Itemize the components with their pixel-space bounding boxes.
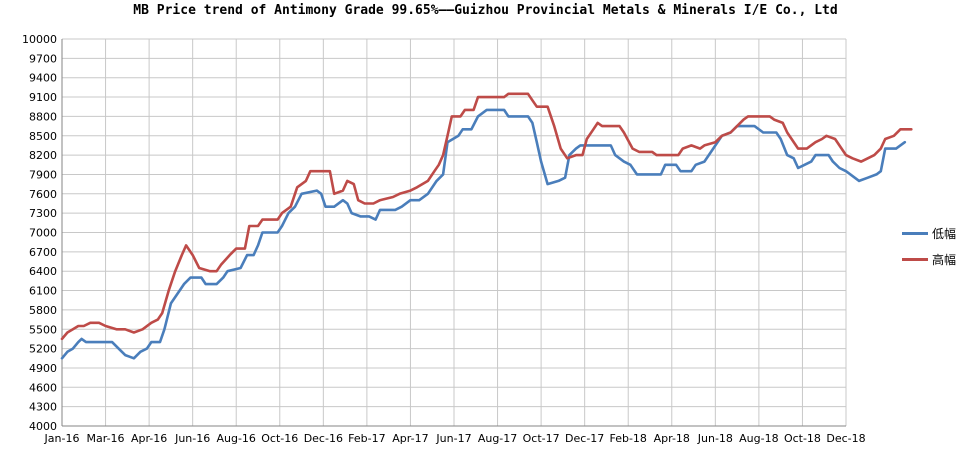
x-tick-label: Dec-18 [826,432,865,445]
series-line-high [60,92,913,341]
y-tick-label: 6400 [29,265,57,278]
x-tick-label: Oct-17 [523,432,560,445]
x-tick-label: Dec-16 [304,432,343,445]
legend: 低幅 高幅 [902,220,956,272]
x-tick-label: Oct-16 [261,432,298,445]
chart-title: MB Price trend of Antimony Grade 99.65%—… [133,3,838,18]
x-tick-label: Feb-17 [348,432,385,445]
y-tick-label: 6100 [29,285,57,298]
x-tick-label: Apr-18 [654,432,690,445]
x-tick-label: Aug-16 [216,432,255,445]
x-tick-label: Apr-16 [131,432,167,445]
y-tick-label: 4300 [29,401,57,414]
y-tick-label: 9100 [29,91,57,104]
x-tick-label: Jun-16 [174,432,210,445]
x-tick-label: Feb-18 [609,432,646,445]
y-tick-label: 7600 [29,188,57,201]
legend-swatch-high [902,257,928,261]
y-tick-label: 7000 [29,227,57,240]
x-tick-label: Mar-16 [87,432,125,445]
x-tick-label: Jun-18 [697,432,733,445]
y-tick-label: 9700 [29,52,57,65]
x-tick-label: Aug-17 [478,432,517,445]
legend-label-high: 高幅 [932,252,957,267]
y-tick-label: 5200 [29,343,57,356]
legend-item-low: 低幅 [902,220,956,246]
x-tick-label: Apr-17 [392,432,428,445]
y-tick-label: 7900 [29,168,57,181]
y-tick-label: 8500 [29,130,57,143]
y-tick-label: 7300 [29,207,57,220]
series-layer [60,92,913,360]
y-tick-label: 4000 [29,420,57,433]
x-tick-label: Dec-17 [565,432,604,445]
y-tick-label: 10000 [22,33,57,46]
y-tick-label: 8200 [29,149,57,162]
y-tick-label: 8800 [29,110,57,123]
grid-layer [61,38,847,427]
y-tick-label: 5800 [29,304,57,317]
legend-swatch-low [902,231,928,235]
y-tick-label: 9400 [29,72,57,85]
x-tick-label: Jun-17 [435,432,471,445]
axis-layer: 4000 4300 4600 4900 5200 5500 5800 6100 6400 6700… [22,33,866,445]
legend-item-high: 高幅 [902,246,956,272]
x-tick-label: Jan-16 [44,432,80,445]
x-tick-label: Oct-18 [784,432,821,445]
y-tick-label: 6700 [29,246,57,259]
x-tick-label: Aug-18 [739,432,778,445]
y-tick-label: 5500 [29,323,57,336]
series-line-low [60,108,907,360]
y-tick-label: 4600 [29,381,57,394]
legend-label-low: 低幅 [932,226,957,241]
y-tick-label: 4900 [29,362,57,375]
